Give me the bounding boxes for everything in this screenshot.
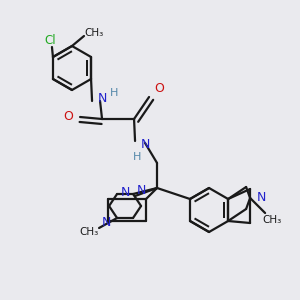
Text: H: H bbox=[133, 152, 141, 162]
Text: N: N bbox=[140, 137, 150, 151]
Text: N: N bbox=[101, 215, 111, 229]
Text: N: N bbox=[120, 185, 130, 199]
Text: CH₃: CH₃ bbox=[262, 215, 282, 225]
Text: N: N bbox=[256, 191, 266, 205]
Text: H: H bbox=[110, 88, 118, 98]
Text: O: O bbox=[154, 82, 164, 95]
Text: Cl: Cl bbox=[44, 34, 56, 47]
Text: CH₃: CH₃ bbox=[84, 28, 104, 38]
Text: N: N bbox=[136, 184, 146, 196]
Text: O: O bbox=[63, 110, 73, 122]
Text: CH₃: CH₃ bbox=[80, 227, 99, 237]
Text: N: N bbox=[98, 92, 107, 104]
